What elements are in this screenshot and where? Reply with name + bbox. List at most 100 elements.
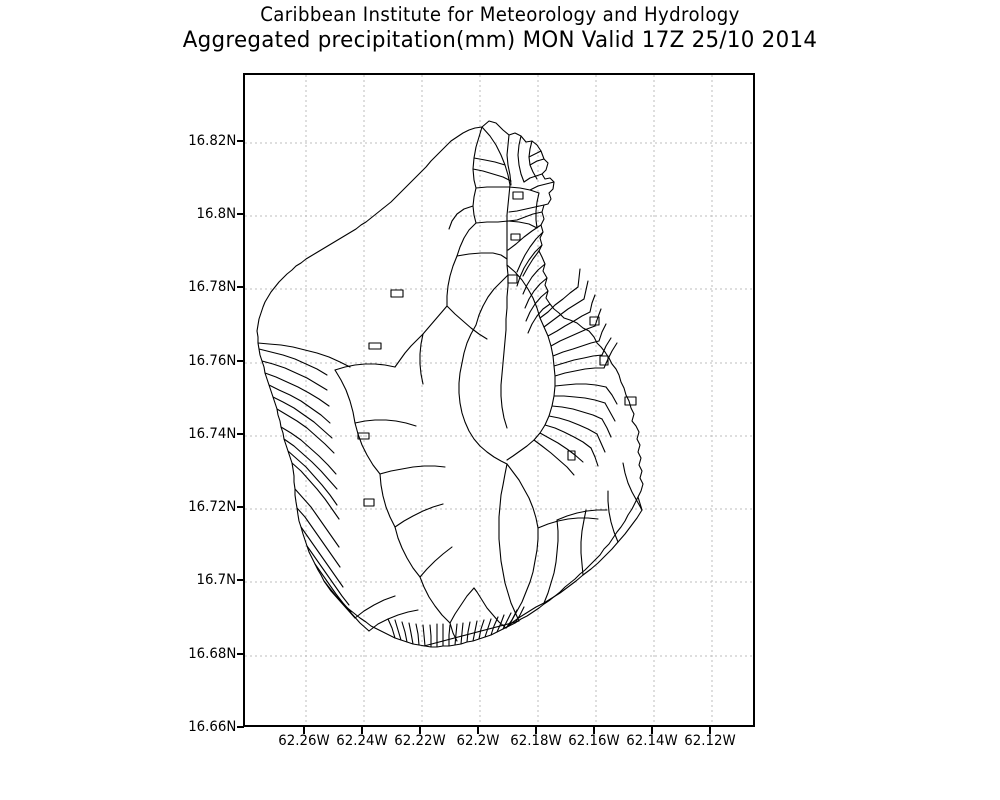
catchment-boundary: [605, 386, 618, 405]
catchment-boundary: [276, 408, 335, 454]
x-tick-label: 62.18W: [510, 733, 562, 749]
catchment-boundary: [466, 621, 471, 643]
catchment-boundary: [475, 274, 509, 326]
catchment-boundary: [506, 264, 541, 319]
catchment-boundary: [449, 587, 475, 624]
catchment-boundary: [596, 433, 606, 453]
catchment-boundary: [535, 192, 540, 229]
catchment-boundary: [490, 616, 499, 636]
gauge-marker: [363, 498, 375, 507]
catchment-boundary: [539, 286, 579, 319]
catchment-boundary: [500, 274, 509, 429]
gauge-marker: [512, 191, 524, 200]
x-tick-mark: [361, 727, 363, 734]
catchment-boundary: [552, 340, 600, 357]
x-tick-label: 62.26W: [278, 733, 330, 749]
figure-title: Aggregated precipitation(mm) MON Valid 1…: [182, 27, 818, 53]
catchment-boundary: [429, 624, 432, 648]
x-tick-mark: [419, 727, 421, 734]
x-tick-mark: [709, 727, 711, 734]
catchment-boundary: [601, 337, 612, 356]
catchment-boundary: [622, 462, 643, 511]
catchment-boundary: [354, 419, 417, 427]
catchment-boundary: [283, 438, 338, 490]
catchment-boundary: [456, 252, 508, 260]
catchment-boundary: [582, 541, 619, 576]
catchment-boundary: [334, 369, 356, 424]
catchment-boundary: [448, 624, 451, 647]
x-tick-label: 62.22W: [394, 733, 446, 749]
montserrat-watershed-map: [245, 75, 753, 725]
catchment-boundary: [422, 305, 448, 335]
catchment-boundary: [516, 231, 544, 273]
catchment-boundary: [296, 507, 341, 568]
y-tick-mark: [237, 726, 244, 728]
catchment-boundary: [580, 509, 587, 576]
catchment-boundary: [577, 268, 581, 288]
map-plot-area: [243, 73, 755, 727]
catchment-boundary: [422, 624, 426, 647]
catchment-boundary: [460, 622, 464, 645]
y-tick-mark: [237, 140, 244, 142]
gauge-marker: [589, 316, 600, 326]
catchment-boundary: [294, 488, 340, 548]
gauge-marker: [507, 274, 518, 284]
catchment-boundary: [601, 418, 612, 438]
catchment-boundary: [554, 367, 605, 377]
catchment-boundary: [637, 496, 643, 511]
catchment-boundary: [300, 526, 344, 588]
catchment-boundary: [603, 342, 618, 369]
map-gridlines: [245, 75, 753, 725]
x-tick-label: 62.2W: [456, 733, 500, 749]
institute-title: Caribbean Institute for Meteorology and …: [260, 3, 740, 26]
x-tick-mark: [535, 727, 537, 734]
x-tick-label: 62.14W: [626, 733, 678, 749]
catchment-boundary: [257, 342, 351, 368]
catchment-boundary: [264, 372, 330, 407]
catchment-boundary: [537, 517, 599, 529]
catchment-boundary: [590, 447, 599, 467]
y-tick-label: 16.74N: [187, 426, 236, 442]
catchment-boundary: [446, 255, 458, 307]
catchment-boundary: [543, 519, 559, 604]
catchment-boundary: [419, 546, 453, 578]
catchment-boundary: [481, 126, 511, 186]
catchment-boundary: [446, 305, 488, 340]
x-tick-label: 62.12W: [684, 733, 736, 749]
catchment-boundary: [506, 184, 511, 276]
coastline-outline: [256, 120, 644, 648]
catchment-boundary: [306, 545, 350, 606]
y-tick-label: 16.78N: [187, 279, 236, 295]
catchment-boundary: [472, 187, 477, 224]
catchment-boundary: [472, 168, 512, 182]
catchment-boundary: [507, 224, 542, 251]
y-tick-mark: [237, 360, 244, 362]
catchment-boundary: [423, 463, 520, 647]
catchment-boundary: [522, 250, 540, 277]
catchment-boundary: [607, 490, 619, 543]
catchment-boundary: [268, 384, 331, 424]
y-tick-label: 16.68N: [187, 646, 236, 662]
catchment-boundary: [543, 574, 584, 604]
x-tick-mark: [477, 727, 479, 734]
figure-title-block: Caribbean Institute for Meteorology and …: [0, 3, 1000, 54]
catchment-boundary: [478, 619, 485, 640]
catchment-boundary: [528, 140, 538, 180]
catchment-boundary: [401, 621, 408, 643]
catchment-boundary: [556, 509, 608, 521]
catchment-boundary: [454, 623, 458, 646]
catchment-boundary: [473, 587, 507, 629]
catchment-boundary: [280, 426, 337, 475]
catchment-boundary: [502, 612, 512, 630]
catchment-boundary: [379, 465, 446, 475]
catchment-boundary: [448, 205, 474, 230]
catchment-boundary: [589, 294, 596, 313]
catchment-boundary: [272, 396, 333, 439]
catchment-boundary: [517, 135, 525, 183]
catchment-boundary: [419, 576, 451, 624]
y-tick-mark: [237, 653, 244, 655]
catchment-boundary: [524, 277, 548, 309]
catchment-boundary: [334, 363, 396, 371]
catchment-boundary: [456, 222, 477, 257]
